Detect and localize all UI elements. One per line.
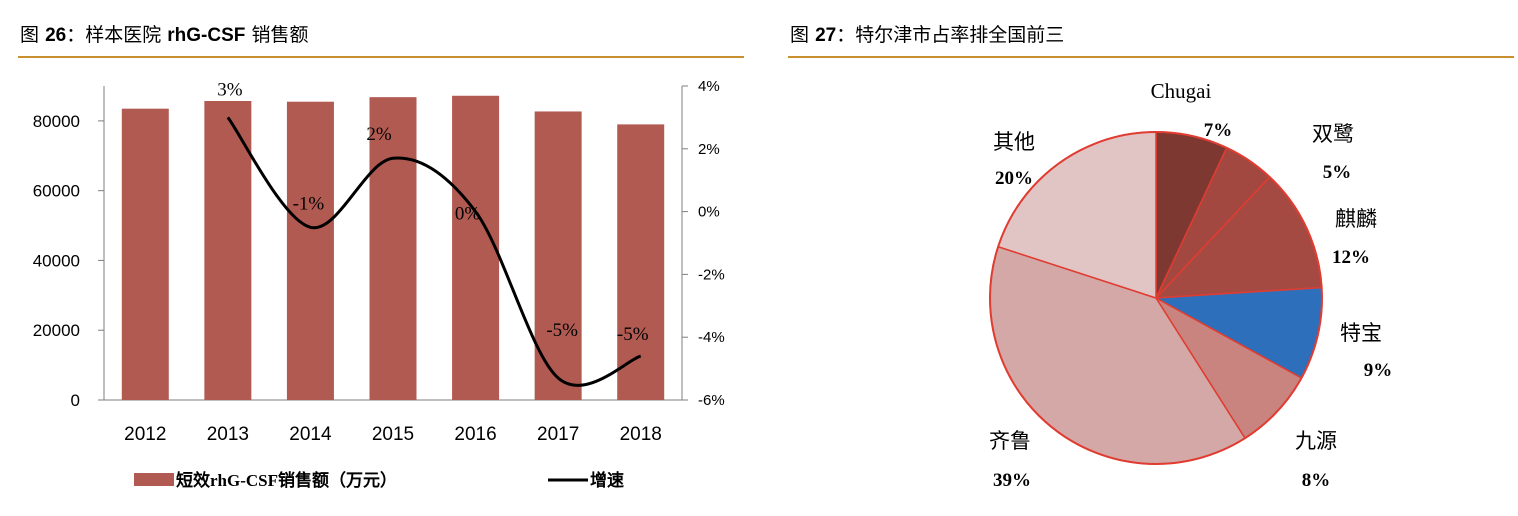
figure-26-title-part1: 样本医院 xyxy=(85,24,162,46)
right-axis-tick-label: 4% xyxy=(698,78,720,95)
figure-27-title: 图 27：特尔津市占率排全国前三 xyxy=(790,20,1064,47)
left-axis-tick-label: 80000 xyxy=(33,112,80,131)
pie-label-pct: 39% xyxy=(993,470,1031,491)
bar-2012 xyxy=(121,108,169,400)
figure-27-prefix: 图 xyxy=(790,24,810,46)
figure-26-title: 图 26：样本医院 rhG-CSF 销售额 xyxy=(20,20,308,47)
pie-label-name: 麒麟 xyxy=(1335,207,1377,231)
figure-26-title-latin: rhG-CSF xyxy=(167,25,246,46)
bar-2013 xyxy=(204,101,252,400)
bar-2014 xyxy=(286,101,334,400)
legend-bar-label: 短效rhG-CSF销售额（万元） xyxy=(176,470,397,490)
figure-27-colon: ： xyxy=(836,24,856,46)
growth-line xyxy=(226,116,642,387)
pie-label-name: 特宝 xyxy=(1340,321,1382,345)
figure-26-colon: ： xyxy=(66,24,86,46)
figure-26-prefix: 图 xyxy=(20,24,40,46)
growth-data-label: 0% xyxy=(455,204,481,225)
pie-label-pct: 7% xyxy=(1204,120,1233,141)
pie-chart: Chugai 7% 双鹭 5% 麒麟 12% 特宝 9% 九源 8% 齐鲁 39% 其他 20% xyxy=(989,79,1393,491)
right-axis-tick-label: -4% xyxy=(698,329,725,346)
figure-27-rule xyxy=(788,56,1514,58)
pie-label-pct: 20% xyxy=(995,168,1033,189)
pie-label-name: 双鹭 xyxy=(1312,122,1354,146)
figure-26-number: 26 xyxy=(45,25,67,46)
x-tick-label: 2013 xyxy=(207,424,249,445)
right-axis-tick-label: -2% xyxy=(698,266,725,283)
growth-data-label: 2% xyxy=(366,124,392,145)
x-tick-label: 2012 xyxy=(124,424,166,445)
bar-2016 xyxy=(452,95,500,400)
pie-label-pct: 5% xyxy=(1323,162,1352,183)
legend-bar-swatch xyxy=(134,473,174,486)
bar-2018 xyxy=(617,124,665,400)
growth-data-label: -1% xyxy=(293,193,325,214)
x-tick-label: 2015 xyxy=(372,424,414,445)
pie-label-name: 其他 xyxy=(993,130,1035,154)
combo-chart: 0 20000 40000 60000 80000 -6% -4% -2% 0% 2% 4% 2012… xyxy=(33,78,725,490)
left-axis-tick-label: 40000 xyxy=(33,251,80,270)
x-tick-label: 2014 xyxy=(289,424,332,445)
bar-2015 xyxy=(369,97,417,401)
x-tick-label: 2018 xyxy=(620,424,662,445)
right-axis-tick-label: 0% xyxy=(698,204,720,221)
figure-26-title-part2: 销售额 xyxy=(251,24,309,46)
right-axis-tick-label: 2% xyxy=(698,141,720,158)
growth-data-label: 3% xyxy=(217,79,243,100)
pie-label-name: Chugai xyxy=(1151,79,1212,103)
pie-label-pct: 9% xyxy=(1364,360,1393,381)
left-axis-tick-label: 60000 xyxy=(33,182,80,201)
bar-2017 xyxy=(534,111,582,401)
pie-label-name: 九源 xyxy=(1295,429,1337,453)
pie-outline xyxy=(989,131,1323,465)
figure-27-number: 27 xyxy=(815,25,837,46)
x-tick-label: 2017 xyxy=(537,424,579,445)
right-axis-tick-label: -6% xyxy=(698,392,725,409)
x-tick-label: 2016 xyxy=(454,424,496,445)
figure-26-rule xyxy=(18,56,744,58)
legend-line-label: 增速 xyxy=(590,470,624,490)
growth-data-label: -5% xyxy=(617,324,649,345)
left-axis-tick-label: 0 xyxy=(71,391,80,410)
pie-label-pct: 8% xyxy=(1302,470,1331,491)
growth-data-label: -5% xyxy=(546,320,578,341)
left-axis-tick-label: 20000 xyxy=(33,321,80,340)
figure-27-title-text: 特尔津市占率排全国前三 xyxy=(855,24,1065,46)
pie-label-name: 齐鲁 xyxy=(989,429,1031,453)
pie-label-pct: 12% xyxy=(1332,247,1370,268)
